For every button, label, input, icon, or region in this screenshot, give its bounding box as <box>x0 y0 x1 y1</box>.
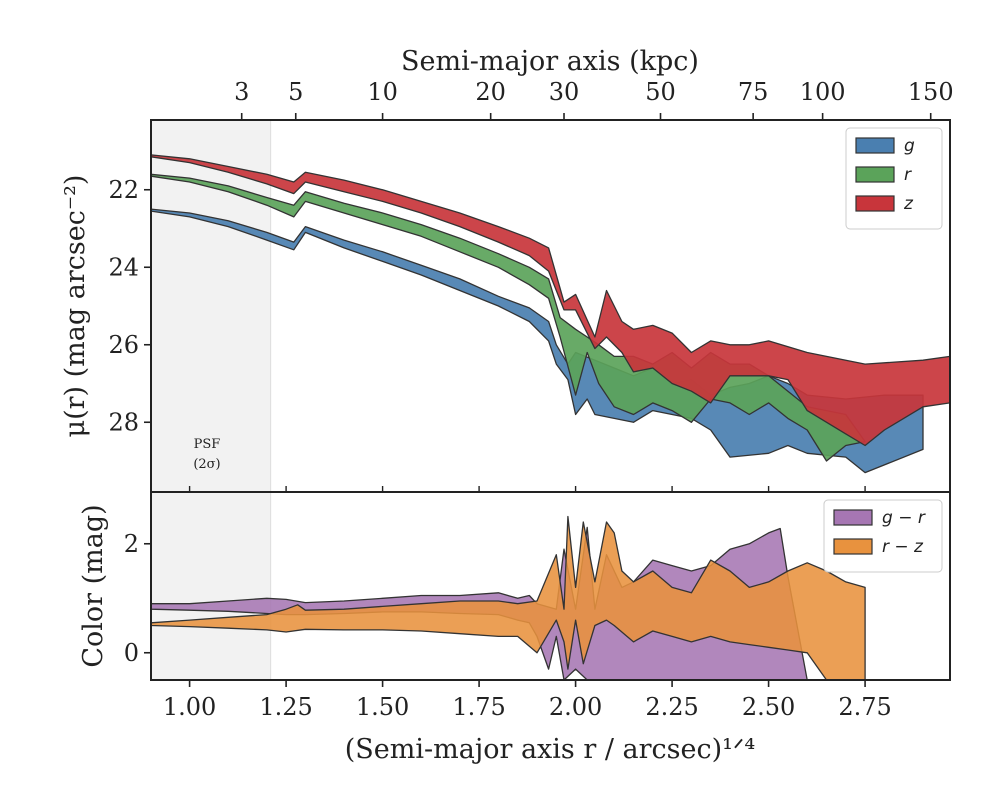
top-y-axis: 22 24 26 28 <box>108 176 151 436</box>
y-tick-label: 28 <box>108 408 139 436</box>
y-tick-label: 2 <box>124 530 139 558</box>
color-panel: 02 1.00 1.25 1.50 1.75 2.00 2.25 2.50 2.75 (Sem… <box>78 486 951 765</box>
legend-swatch-g-r <box>833 509 873 526</box>
top-x-tick-label: 150 <box>908 78 954 106</box>
y-tick-label: 22 <box>108 176 139 204</box>
x-tick-label: 1.75 <box>452 693 505 721</box>
legend-label-g-r: g − r <box>882 508 926 528</box>
top-y-axis-title: μ(r) (mag arcsec⁻²) <box>60 175 91 438</box>
top-x-tick-label: 5 <box>288 78 303 106</box>
x-tick-label: 2.50 <box>742 693 795 721</box>
bottom-y-axis-title: Color (mag) <box>78 504 109 667</box>
legend-swatch-r-z <box>833 538 873 555</box>
legend-swatch-r <box>855 166 895 183</box>
bottom-panel-frame <box>150 491 951 681</box>
top-x-axis-title: Semi-major axis (kpc) <box>401 46 699 77</box>
y-tick-label: 24 <box>108 253 139 281</box>
top-x-tick-label: 50 <box>645 78 676 106</box>
x-tick-label: 2.75 <box>838 693 891 721</box>
top-x-tick-label: 100 <box>800 78 846 106</box>
legend-label-r-z: r − z <box>882 537 924 557</box>
x-tick-label: 1.25 <box>259 693 312 721</box>
psf-band <box>151 492 271 680</box>
legend-swatch-z <box>855 195 895 212</box>
legend-label-z: z <box>903 194 914 214</box>
x-tick-label: 2.00 <box>549 693 602 721</box>
bottom-legend: g − r r − z <box>823 499 943 573</box>
y-tick-label: 0 <box>124 639 139 667</box>
color-areas <box>151 515 866 680</box>
y-tick-label: 26 <box>108 331 139 359</box>
area-g <box>151 208 924 474</box>
legend-label-r: r <box>904 165 912 185</box>
psf-label: PSF <box>194 437 221 452</box>
top-x-axis-kpc: 3 5 10 20 30 50 75 100 150 <box>234 78 954 120</box>
top-x-tick-label: 75 <box>738 78 769 106</box>
surface-brightness-areas <box>151 154 950 474</box>
legend-swatch-g <box>855 137 895 154</box>
bottom-x-axis-title: (Semi-major axis r / arcsec)¹ᐟ⁴ <box>345 734 755 765</box>
x-tick-label: 1.50 <box>356 693 409 721</box>
area-r-z <box>151 515 866 680</box>
psf-label-sigma: (2σ) <box>193 457 220 472</box>
top-x-tick-label: 20 <box>475 78 506 106</box>
surface-brightness-panel: PSF (2σ) 22 24 26 28 3 5 10 20 30 50 75 100 150 Sem… <box>60 46 954 493</box>
top-x-tick-label: 10 <box>367 78 398 106</box>
bottom-y-axis: 02 <box>124 530 151 667</box>
x-tick-label: 1.00 <box>163 693 216 721</box>
top-legend: grz <box>845 127 943 230</box>
top-x-tick-label: 3 <box>234 78 249 106</box>
x-tick-label: 2.25 <box>645 693 698 721</box>
area-z <box>151 154 950 447</box>
bottom-x-axis: 1.00 1.25 1.50 1.75 2.00 2.25 2.50 2.75 <box>163 486 892 721</box>
legend-label-g: g <box>904 136 915 156</box>
top-x-tick-label: 30 <box>549 78 580 106</box>
